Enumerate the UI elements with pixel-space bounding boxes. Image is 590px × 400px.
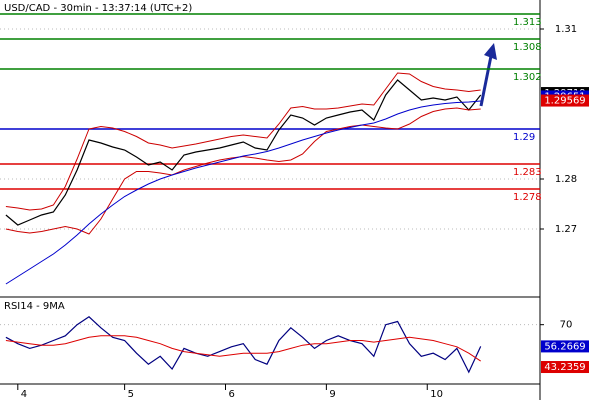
price-tag-label: 43.2359 [544,362,585,373]
price-tag [541,94,589,107]
x-tick-label: 10 [430,389,443,400]
price-tag [541,361,589,374]
price-tag [541,340,589,353]
level-label: 1.29 [513,132,535,143]
level-label: 1.302 [513,72,542,83]
forecast-arrow [479,55,493,107]
price-tag-label: 56.2669 [544,341,585,352]
price-tag-label: 1.29569 [544,96,585,107]
series-line [5,100,481,285]
level-label: 1.308 [513,42,542,53]
level-label: 1.278 [513,192,542,203]
level-label: 1.313 [513,17,542,28]
series-line [5,316,482,374]
y-tick-label: 1.31 [555,24,577,35]
x-tick-label: 6 [228,389,234,400]
series-line [5,335,481,362]
x-tick-label: 5 [128,389,134,400]
series-line [5,72,481,211]
y-tick-label: 1.28 [555,174,577,185]
level-label: 1.283 [513,167,542,178]
forecast-arrow-head [484,43,497,60]
indicator-title: RSI14 - 9MA [4,301,65,312]
series-line [5,79,482,226]
x-tick-label: 4 [21,389,27,400]
y-tick-label: 70 [560,320,573,331]
x-tick-label: 9 [329,389,335,400]
y-tick-label: 1.27 [555,224,577,235]
chart-title: USD/CAD - 30min - 13:37:14 (UTC+2) [4,3,192,14]
